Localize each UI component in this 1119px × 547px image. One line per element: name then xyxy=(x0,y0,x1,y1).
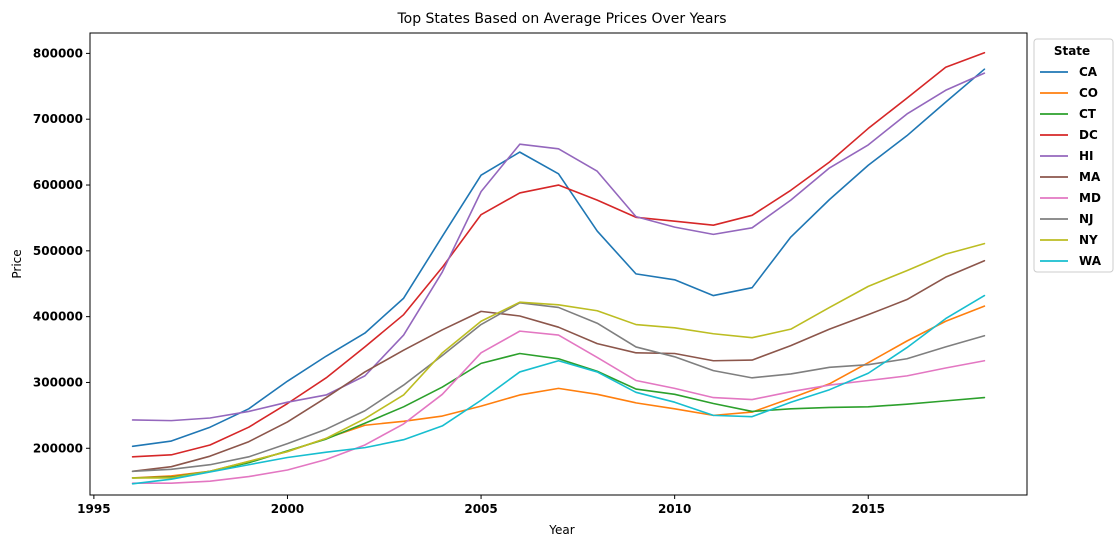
legend-label-dc: DC xyxy=(1079,128,1098,142)
y-tick-label: 700000 xyxy=(33,112,83,126)
legend-label-md: MD xyxy=(1079,191,1101,205)
y-axis: 200000 300000 400000 500000 600000 700000 8000… xyxy=(33,46,90,455)
y-tick-label: 500000 xyxy=(33,244,83,258)
series-line-dc xyxy=(131,51,986,458)
legend-label-ma: MA xyxy=(1079,170,1101,184)
legend-label-ca: CA xyxy=(1079,65,1098,79)
y-tick-label: 300000 xyxy=(33,375,83,389)
plot-lines xyxy=(131,51,986,485)
x-tick-label: 2015 xyxy=(852,502,885,516)
series-line-wa xyxy=(131,294,986,485)
x-tick-label: 1995 xyxy=(77,502,110,516)
x-axis-title: Year xyxy=(548,523,574,537)
x-axis: 1995 2000 2005 2010 2015 xyxy=(77,495,885,516)
series-line-ca xyxy=(131,68,986,448)
x-tick-label: 2010 xyxy=(658,502,691,516)
legend-label-nj: NJ xyxy=(1079,212,1094,226)
legend-title: State xyxy=(1054,44,1090,58)
y-axis-title: Price xyxy=(10,249,24,278)
x-tick-label: 2005 xyxy=(464,502,497,516)
chart-title: Top States Based on Average Prices Over … xyxy=(396,11,726,27)
series-line-hi xyxy=(131,72,986,422)
legend-label-co: CO xyxy=(1079,86,1098,100)
legend-box xyxy=(1033,38,1114,273)
series-line-ny xyxy=(131,242,986,479)
legend-label-ny: NY xyxy=(1079,233,1098,247)
y-tick-label: 200000 xyxy=(33,441,83,455)
plot-frame xyxy=(89,32,1028,496)
y-tick-label: 400000 xyxy=(33,310,83,324)
legend: State CA CO CT DC HI MA MD NJ NY WA xyxy=(1033,38,1114,273)
y-tick-label: 600000 xyxy=(33,178,83,192)
series-line-ma xyxy=(131,259,986,473)
legend-label-ct: CT xyxy=(1079,107,1097,121)
x-tick-label: 2000 xyxy=(271,502,304,516)
legend-label-hi: HI xyxy=(1079,149,1094,163)
legend-label-wa: WA xyxy=(1079,254,1102,268)
y-tick-label: 800000 xyxy=(33,46,83,60)
series-line-nj xyxy=(131,302,986,473)
